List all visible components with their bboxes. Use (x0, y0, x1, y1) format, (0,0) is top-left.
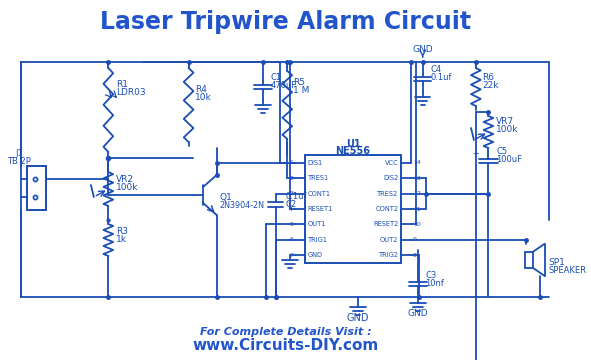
Text: 10: 10 (413, 222, 421, 227)
Text: C4: C4 (430, 65, 441, 74)
Text: SPEAKER: SPEAKER (548, 266, 586, 275)
Text: Laser Tripwire Alarm Circuit: Laser Tripwire Alarm Circuit (100, 10, 472, 34)
Text: 100k: 100k (116, 183, 138, 192)
Text: CONT1: CONT1 (307, 190, 330, 197)
Text: R1: R1 (116, 80, 128, 89)
Text: RESET1: RESET1 (307, 206, 333, 212)
Text: 12: 12 (413, 191, 421, 196)
Text: 2: 2 (289, 176, 293, 181)
Text: R3: R3 (116, 227, 128, 236)
Text: 2N3904-2N: 2N3904-2N (219, 201, 265, 210)
Text: R4: R4 (196, 85, 207, 94)
Text: 470uF: 470uF (271, 81, 297, 90)
Text: NE556: NE556 (336, 146, 371, 156)
Text: 8: 8 (413, 253, 417, 258)
Text: 22k: 22k (483, 81, 499, 90)
Text: OUT1: OUT1 (307, 221, 326, 228)
Text: TRES1: TRES1 (307, 175, 329, 181)
Text: For Complete Details Visit :: For Complete Details Visit : (200, 327, 372, 337)
Bar (304, 155, 401, 263)
Text: C5: C5 (496, 147, 507, 156)
Text: 100k: 100k (496, 125, 519, 134)
Bar (27, 166, 47, 210)
Text: VR7: VR7 (496, 117, 514, 126)
Text: R6: R6 (483, 73, 495, 82)
Text: VR2: VR2 (116, 175, 134, 184)
Text: GND: GND (408, 309, 428, 318)
Text: 10k: 10k (196, 93, 212, 102)
Text: Q1: Q1 (219, 193, 232, 202)
Text: 14: 14 (413, 160, 421, 165)
Text: TB 2P: TB 2P (8, 157, 31, 166)
Text: 0.1uf: 0.1uf (285, 192, 307, 201)
Text: DIS1: DIS1 (307, 160, 323, 166)
Text: 3: 3 (289, 191, 293, 196)
Text: 1: 1 (289, 160, 293, 165)
Text: 6: 6 (289, 237, 293, 242)
Text: 100uF: 100uF (496, 155, 522, 164)
Text: www.Circuits-DIY.com: www.Circuits-DIY.com (193, 338, 379, 354)
Text: SP1: SP1 (548, 258, 565, 267)
Text: GND: GND (307, 252, 323, 258)
Text: DIS2: DIS2 (383, 175, 398, 181)
Text: TRES2: TRES2 (377, 190, 398, 197)
Text: OUT2: OUT2 (380, 237, 398, 243)
Bar (525, 252, 533, 268)
Text: C1: C1 (271, 73, 282, 82)
Text: CONT2: CONT2 (375, 206, 398, 212)
Text: J1: J1 (15, 149, 23, 158)
Text: 13: 13 (413, 176, 421, 181)
Text: GND: GND (346, 313, 369, 323)
Text: 9: 9 (413, 237, 417, 242)
Text: VCC: VCC (385, 160, 398, 166)
Text: 5: 5 (289, 222, 293, 227)
Text: 0.1uf: 0.1uf (430, 73, 452, 82)
Text: 1 M: 1 M (293, 86, 310, 95)
Text: LDR03: LDR03 (116, 88, 146, 97)
Text: TRIG1: TRIG1 (307, 237, 327, 243)
Text: 4: 4 (289, 207, 293, 212)
Text: U1: U1 (346, 139, 361, 149)
Text: TRIG2: TRIG2 (378, 252, 398, 258)
Text: C2: C2 (285, 199, 297, 208)
Text: R5: R5 (293, 78, 305, 87)
Text: 7: 7 (289, 253, 293, 258)
Text: +: + (472, 149, 479, 158)
Text: RESET2: RESET2 (373, 221, 398, 228)
Text: C3: C3 (426, 271, 437, 280)
Text: 11: 11 (413, 207, 421, 212)
Text: 10nf: 10nf (426, 279, 444, 288)
Text: 1k: 1k (116, 235, 127, 244)
Text: GND: GND (413, 45, 433, 54)
